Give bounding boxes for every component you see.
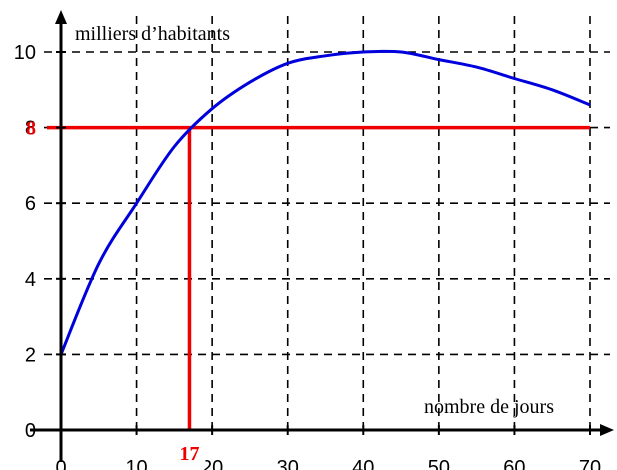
labels: milliers d’habitants nombre de jours 0 10… [14,23,601,470]
x-tick-label: 30 [277,457,299,470]
x-tick-label: 0 [55,457,66,470]
y-axis-label: milliers d’habitants [75,23,230,45]
highlight-label-x: 17 [179,443,199,465]
y-tick-label: 6 [25,193,36,215]
series-layer [59,49,591,355]
series-line [59,49,591,355]
highlight-label-x-background [173,440,206,464]
x-tick-label: 70 [579,457,601,470]
y-axis-arrow [55,10,67,24]
highlight-lines [47,125,590,430]
x-axis-label: nombre de jours [424,396,554,418]
x-axis-arrow [600,424,614,436]
y-tick-label: 4 [25,269,36,291]
highlight-label-y: 8 [26,118,36,140]
y-tick-label: 2 [25,344,36,366]
x-tick-label: 50 [428,457,450,470]
y-tick-label: 10 [14,42,36,64]
y-tick-label: 8 [25,118,36,140]
x-tick-label: 40 [352,457,374,470]
y-tick-label: 0 [25,420,36,442]
x-tick-label: 10 [125,457,147,470]
x-tick-label: 20 [201,457,223,470]
x-tick-label: 60 [503,457,525,470]
grid [44,16,610,430]
axes [30,10,614,462]
